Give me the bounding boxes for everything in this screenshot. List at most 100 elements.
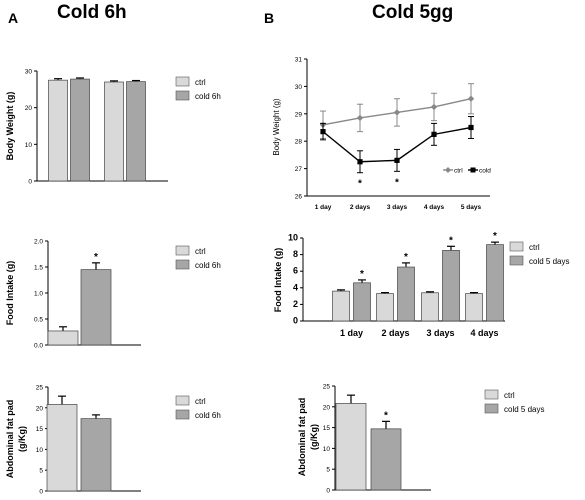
B1-x-tick-label: 1 day bbox=[315, 204, 332, 211]
A1-bar bbox=[48, 79, 68, 182]
B2-bar bbox=[376, 293, 394, 322]
A1-legend-label: ctrl bbox=[195, 78, 206, 87]
B1-point bbox=[431, 131, 437, 137]
A3-legend-label: cold 6h bbox=[195, 411, 221, 420]
A2-y-tick-label: 1.0 bbox=[34, 291, 43, 298]
B1-x-tick-label: 2 days bbox=[350, 204, 371, 211]
B3-y-tick-label: 5 bbox=[326, 467, 330, 474]
B2-x-tick-label: 1 day bbox=[340, 328, 363, 338]
B2-legend-swatch bbox=[509, 241, 524, 252]
B2-y-tick-label: 2 bbox=[293, 299, 298, 309]
A2-y-tick-label: 1.5 bbox=[34, 265, 43, 272]
B3-legend-label: ctrl bbox=[504, 391, 515, 400]
A2-legend-swatch bbox=[175, 245, 190, 256]
B1-significance: * bbox=[358, 179, 362, 190]
A2-significance: * bbox=[94, 252, 98, 263]
B1-point bbox=[468, 124, 474, 131]
B3-legend-swatch bbox=[484, 389, 499, 400]
panel-b-title: Cold 5gg bbox=[372, 2, 454, 23]
A2-legend-swatch bbox=[175, 259, 190, 270]
A3-y-tick-label: 5 bbox=[39, 468, 43, 475]
A3-legend-swatch bbox=[175, 409, 190, 420]
B1-significance: * bbox=[395, 177, 399, 188]
A3-legend-label: ctrl bbox=[195, 397, 206, 406]
A1-y-tick-label: 0 bbox=[28, 179, 32, 186]
B1-y-tick-label: 29 bbox=[295, 111, 303, 118]
B1-legend-label: cold bbox=[479, 168, 491, 175]
A1-y-tick-label: 10 bbox=[25, 142, 33, 149]
B2-bar bbox=[397, 266, 415, 322]
A1-legend-label: cold 6h bbox=[195, 92, 221, 101]
B1-legend-marker bbox=[445, 167, 451, 173]
B2-bar bbox=[421, 292, 439, 322]
A2-y-label: Food Intake (g) bbox=[5, 261, 15, 326]
A2-legend-label: cold 6h bbox=[195, 261, 221, 270]
B1-y-label: Body Weight (g) bbox=[272, 98, 281, 156]
B1-point bbox=[357, 159, 363, 165]
B1-y-tick-label: 27 bbox=[295, 166, 303, 173]
A2-y-tick-label: 0.5 bbox=[34, 317, 43, 324]
B1-point bbox=[356, 114, 364, 122]
A1-legend-swatch bbox=[175, 90, 190, 101]
B2-x-tick-label: 3 days bbox=[426, 328, 454, 338]
B2-legend-swatch bbox=[509, 255, 524, 266]
A3-y-label: Abdominal fat pad bbox=[5, 400, 15, 479]
B1-legend-label: ctrl bbox=[454, 168, 463, 175]
B3-legend-label: cold 5 days bbox=[504, 405, 544, 414]
B3-y-label: Abdominal fat pad bbox=[297, 398, 307, 477]
panel-b-letter: B bbox=[264, 10, 275, 26]
B2-y-tick-label: 0 bbox=[293, 316, 298, 326]
B2-bar bbox=[486, 244, 504, 322]
B1-legend-marker bbox=[470, 167, 476, 173]
B1-y-tick-label: 30 bbox=[295, 84, 303, 91]
B1-x-tick-label: 4 days bbox=[424, 204, 445, 211]
B2-bar bbox=[353, 282, 371, 322]
B2-legend-label: cold 5 days bbox=[529, 257, 569, 266]
B2-significance: * bbox=[449, 235, 453, 246]
B3-y-tick-label: 20 bbox=[323, 404, 331, 411]
B2-legend-label: ctrl bbox=[529, 243, 540, 252]
B3-y-tick-label: 0 bbox=[326, 488, 330, 495]
A1-bar bbox=[104, 81, 124, 182]
A3-bar bbox=[46, 404, 78, 492]
B1-x-tick-label: 5 days bbox=[461, 204, 482, 211]
B1-point bbox=[394, 157, 400, 163]
B3-y-tick-label: 10 bbox=[323, 446, 331, 453]
panel-a-letter: A bbox=[8, 10, 19, 26]
B2-significance: * bbox=[493, 231, 497, 242]
B1-y-tick-label: 31 bbox=[295, 57, 303, 64]
B3-significance: * bbox=[384, 410, 388, 421]
A1-bar bbox=[70, 78, 90, 182]
A2-y-tick-label: 0.0 bbox=[34, 343, 43, 350]
B2-significance: * bbox=[404, 252, 408, 263]
B1-point bbox=[430, 103, 438, 111]
B2-x-tick-label: 4 days bbox=[470, 328, 498, 338]
B2-bar bbox=[332, 290, 350, 322]
A2-legend-label: ctrl bbox=[195, 247, 206, 256]
B2-y-tick-label: 10 bbox=[288, 233, 298, 243]
B3-y-tick-label: 25 bbox=[323, 384, 331, 391]
B2-significance: * bbox=[360, 269, 364, 280]
A2-bar bbox=[47, 330, 79, 346]
B2-bar bbox=[442, 250, 460, 322]
A1-y-tick-label: 30 bbox=[25, 69, 33, 76]
A1-legend-swatch bbox=[175, 76, 190, 87]
B1-x-tick-label: 3 days bbox=[387, 204, 408, 211]
B2-bar bbox=[465, 293, 483, 322]
B1-point bbox=[393, 109, 401, 116]
B3-bar bbox=[370, 428, 402, 491]
A3-y-tick-label: 20 bbox=[36, 405, 44, 412]
B1-y-tick-label: 28 bbox=[295, 139, 303, 146]
A1-y-label: Body Weight (g) bbox=[5, 92, 15, 161]
B2-y-tick-label: 8 bbox=[293, 249, 298, 259]
A2-y-tick-label: 2.0 bbox=[34, 239, 43, 246]
A1-bar bbox=[126, 81, 146, 182]
panel-a-title: Cold 6h bbox=[57, 2, 127, 23]
B1-point bbox=[467, 95, 475, 102]
B2-y-label: Food Intake (g) bbox=[273, 248, 283, 313]
B2-y-tick-label: 4 bbox=[293, 282, 298, 292]
A3-y-label: (g/Kg) bbox=[17, 426, 27, 452]
B3-bar bbox=[335, 403, 367, 491]
B1-point bbox=[320, 129, 326, 135]
